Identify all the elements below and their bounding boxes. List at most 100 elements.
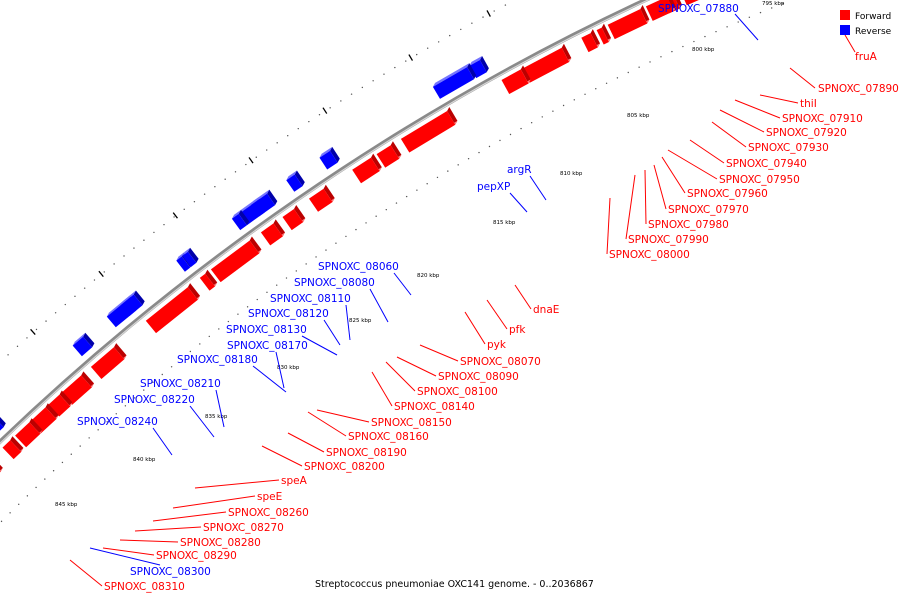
gene-label-forward[interactable]: SPNOXC_07970 <box>668 204 749 216</box>
gene-label-forward[interactable]: pfk <box>509 324 526 336</box>
gene-label-forward[interactable]: SPNOXC_08200 <box>304 461 385 473</box>
gene-label-forward[interactable]: SPNOXC_08090 <box>438 371 519 383</box>
forward-feature[interactable] <box>145 283 200 334</box>
kbp-tick <box>30 328 36 336</box>
forward-feature[interactable] <box>352 153 382 184</box>
feature-side <box>640 5 650 24</box>
gene-label-forward[interactable]: pyk <box>487 339 507 351</box>
gene-label-forward[interactable]: SPNOXC_07910 <box>782 113 863 125</box>
gene-label-forward[interactable]: SPNOXC_07960 <box>687 188 768 200</box>
gene-label-reverse[interactable]: argR <box>507 164 532 176</box>
feature-face <box>501 69 529 94</box>
forward-feature[interactable] <box>260 219 285 246</box>
gene-label-reverse[interactable]: SPNOXC_08080 <box>294 277 375 289</box>
gene-label-forward[interactable]: dnaE <box>533 304 559 316</box>
forward-feature[interactable] <box>199 269 218 291</box>
forward-feature[interactable] <box>581 29 600 53</box>
gene-label-forward[interactable]: SPNOXC_07930 <box>748 142 829 154</box>
feature-top <box>432 63 470 87</box>
leader-line <box>509 192 528 213</box>
feature-side <box>29 418 43 434</box>
gene-label-reverse[interactable]: SPNOXC_08300 <box>130 566 211 578</box>
forward-feature[interactable] <box>680 0 706 6</box>
gene-label-forward[interactable]: SPNOXC_07950 <box>719 174 800 186</box>
reverse-feature[interactable] <box>286 170 305 192</box>
feature-face <box>210 240 260 283</box>
gene-label-reverse[interactable]: SPNOXC_08180 <box>177 354 258 366</box>
minor-tick <box>183 208 185 211</box>
forward-feature[interactable] <box>645 0 676 21</box>
feature-side <box>294 205 306 223</box>
forward-feature[interactable] <box>2 436 24 460</box>
gene-label-reverse[interactable]: SPNOXC_08060 <box>318 261 399 273</box>
feature-side <box>45 403 59 419</box>
forward-feature[interactable] <box>400 107 458 153</box>
gene-label-reverse[interactable]: SPNOXC_08220 <box>114 394 195 406</box>
gene-label-forward[interactable]: SPNOXC_07940 <box>726 158 807 170</box>
leader-line <box>653 164 667 210</box>
feature-side <box>133 290 145 306</box>
forward-feature[interactable] <box>48 390 73 417</box>
forward-feature[interactable] <box>309 184 335 212</box>
forward-feature[interactable] <box>596 23 611 45</box>
gene-label-forward[interactable]: SPNOXC_08100 <box>417 386 498 398</box>
gene-label-forward[interactable]: SPNOXC_08000 <box>609 249 690 261</box>
forward-feature[interactable] <box>607 5 650 40</box>
forward-feature[interactable] <box>282 205 306 231</box>
forward-feature[interactable] <box>15 418 43 448</box>
leader-line <box>371 371 393 407</box>
gene-label-forward[interactable]: SPNOXC_08280 <box>180 537 261 549</box>
feature-face <box>15 422 41 448</box>
gene-label-reverse[interactable]: SPNOXC_08240 <box>77 416 158 428</box>
leader-line <box>844 34 856 53</box>
forward-feature[interactable] <box>376 141 402 168</box>
gene-label-reverse[interactable]: SPNOXC_08210 <box>140 378 221 390</box>
gene-label-forward[interactable]: fruA <box>855 51 878 63</box>
gene-label-forward[interactable]: SPNOXC_07890 <box>818 83 899 95</box>
gene-label-forward[interactable]: SPNOXC_07990 <box>628 234 709 246</box>
gene-label-reverse[interactable]: SPNOXC_08130 <box>226 324 307 336</box>
feature-top <box>72 332 86 346</box>
gene-label-forward[interactable]: SPNOXC_08150 <box>371 417 452 429</box>
reverse-feature[interactable] <box>72 332 95 357</box>
gene-label-forward[interactable]: SPNOXC_08140 <box>394 401 475 413</box>
reverse-feature[interactable] <box>319 146 340 170</box>
gene-label-forward[interactable]: speA <box>281 475 308 487</box>
forward-feature[interactable] <box>61 371 95 405</box>
forward-feature[interactable] <box>501 65 531 94</box>
gene-label-reverse[interactable]: SPNOXC_08170 <box>227 340 308 352</box>
reverse-feature[interactable] <box>231 209 250 231</box>
gene-label-forward[interactable]: SPNOXC_07980 <box>648 219 729 231</box>
gene-label-forward[interactable]: thiI <box>800 98 817 110</box>
gene-label-forward[interactable]: SPNOXC_08310 <box>104 581 185 593</box>
gene-label-forward[interactable]: SPNOXC_08190 <box>326 447 407 459</box>
gene-label-forward[interactable]: SPNOXC_08270 <box>203 522 284 534</box>
reverse-feature[interactable] <box>251 189 278 217</box>
gene-label-forward[interactable]: SPNOXC_08260 <box>228 507 309 519</box>
gene-label-forward[interactable]: speE <box>257 491 282 503</box>
gene-label-reverse[interactable]: SPNOXC_07880 <box>658 3 739 15</box>
minor-tick <box>325 249 327 251</box>
forward-feature[interactable] <box>522 43 572 83</box>
gene-label-forward[interactable]: SPNOXC_08290 <box>156 550 237 562</box>
minor-tick <box>365 222 367 224</box>
reverse-feature[interactable] <box>182 247 199 267</box>
gene-label-forward[interactable]: SPNOXC_08070 <box>460 356 541 368</box>
forward-feature[interactable] <box>0 456 3 482</box>
forward-feature[interactable] <box>210 236 262 283</box>
reverse-feature[interactable] <box>0 413 6 438</box>
feature-face <box>319 150 338 170</box>
gene-label-reverse[interactable]: SPNOXC_08110 <box>270 293 351 305</box>
feature-side <box>205 269 218 287</box>
reverse-feature[interactable] <box>120 290 145 317</box>
gene-label-forward[interactable]: SPNOXC_08160 <box>348 431 429 443</box>
reverse-feature[interactable] <box>432 63 477 99</box>
gene-label-reverse[interactable]: SPNOXC_08120 <box>248 308 329 320</box>
minor-tick <box>541 116 543 118</box>
gene-label-reverse[interactable]: pepXP <box>477 181 510 193</box>
forward-feature[interactable] <box>90 343 127 379</box>
gene-label-forward[interactable]: SPNOXC_07920 <box>766 127 847 139</box>
feature-side <box>520 65 531 84</box>
